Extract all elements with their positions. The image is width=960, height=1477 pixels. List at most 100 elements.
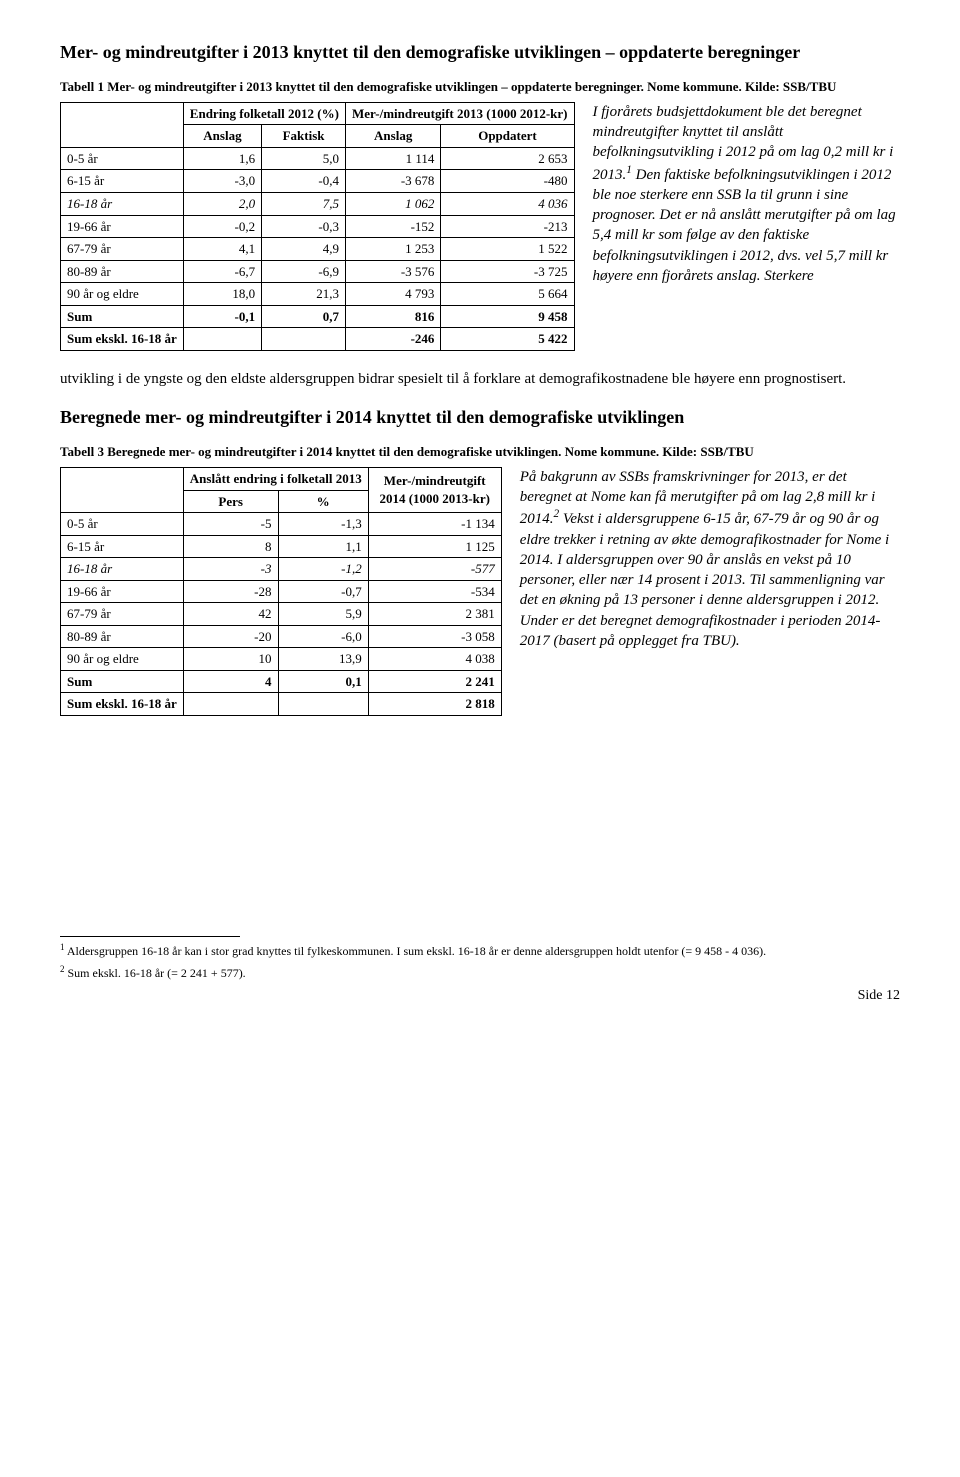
section1-trail: utvikling i de yngste og den eldste alde… — [60, 369, 900, 389]
row-label: 0-5 år — [61, 147, 184, 170]
table1-sub1: Anslag — [183, 125, 261, 148]
row-value: 42 — [183, 603, 278, 626]
row-value: 1 253 — [345, 238, 440, 261]
row-value: -3 678 — [345, 170, 440, 193]
table1-colgroup1: Endring folketall 2012 (%) — [183, 102, 345, 125]
row-label: 80-89 år — [61, 625, 184, 648]
row-value: 2 381 — [368, 603, 501, 626]
row-value: 9 458 — [441, 305, 574, 328]
row-value: -3 725 — [441, 260, 574, 283]
row-value: 4 793 — [345, 283, 440, 306]
row-value: -5 — [183, 513, 278, 536]
row-label: 16-18 år — [61, 558, 184, 581]
row-label: 6-15 år — [61, 170, 184, 193]
table-row: 90 år og eldre1013,94 038 — [61, 648, 502, 671]
row-label: 0-5 år — [61, 513, 184, 536]
row-value: 2 241 — [368, 670, 501, 693]
table2-colgroup1: Anslått endring i folketall 2013 — [183, 467, 368, 490]
row-value: 4,1 — [183, 238, 261, 261]
table1-sub2: Faktisk — [262, 125, 346, 148]
table-row: 80-89 år-20-6,0-3 058 — [61, 625, 502, 648]
table-row: Sum40,12 241 — [61, 670, 502, 693]
table-row: 80-89 år-6,7-6,9-3 576-3 725 — [61, 260, 575, 283]
row-label: 19-66 år — [61, 215, 184, 238]
table-2: Anslått endring i folketall 2013 Mer-/mi… — [60, 467, 502, 716]
row-value: 5 664 — [441, 283, 574, 306]
row-value: -3 058 — [368, 625, 501, 648]
row-label: Sum — [61, 305, 184, 328]
row-value: 10 — [183, 648, 278, 671]
row-value: -3 — [183, 558, 278, 581]
table-row: 16-18 år2,07,51 0624 036 — [61, 193, 575, 216]
row-value: -152 — [345, 215, 440, 238]
row-value: -3 576 — [345, 260, 440, 283]
row-value: 2,0 — [183, 193, 261, 216]
row-label: 67-79 år — [61, 603, 184, 626]
table-row: 6-15 år-3,0-0,4-3 678-480 — [61, 170, 575, 193]
row-label: Sum ekskl. 16-18 år — [61, 328, 184, 351]
row-value: -6,0 — [278, 625, 368, 648]
section-heading-1: Mer- og mindreutgifter i 2013 knyttet ti… — [60, 40, 900, 64]
row-value: 816 — [345, 305, 440, 328]
row-label: Sum — [61, 670, 184, 693]
row-value: -0,3 — [262, 215, 346, 238]
row-value — [262, 328, 346, 351]
table2-corner — [61, 467, 184, 512]
footnote-1: 1 Aldersgruppen 16-18 år kan i stor grad… — [60, 941, 900, 959]
row-value: 2 818 — [368, 693, 501, 716]
table2-col3: Mer-/mindreutgift 2014 (1000 2013-kr) — [368, 467, 501, 512]
row-value — [183, 328, 261, 351]
row-value: 8 — [183, 535, 278, 558]
row-value: -20 — [183, 625, 278, 648]
row-value: 4 — [183, 670, 278, 693]
row-value: 4,9 — [262, 238, 346, 261]
row-value: -1 134 — [368, 513, 501, 536]
row-label: 16-18 år — [61, 193, 184, 216]
row-value: -6,7 — [183, 260, 261, 283]
table-row: 90 år og eldre18,021,34 7935 664 — [61, 283, 575, 306]
row-value — [183, 693, 278, 716]
row-label: 6-15 år — [61, 535, 184, 558]
row-value: 0,1 — [278, 670, 368, 693]
row-value: 21,3 — [262, 283, 346, 306]
row-value: 13,9 — [278, 648, 368, 671]
table-caption-1: Tabell 1 Mer- og mindreutgifter i 2013 k… — [60, 78, 900, 96]
row-value: 0,7 — [262, 305, 346, 328]
section2-twocol: Anslått endring i folketall 2013 Mer-/mi… — [60, 467, 900, 716]
row-value: 1 062 — [345, 193, 440, 216]
table-row: 0-5 år1,65,01 1142 653 — [61, 147, 575, 170]
row-value: -0,2 — [183, 215, 261, 238]
footnotes: 1 Aldersgruppen 16-18 år kan i stor grad… — [60, 936, 240, 981]
table2-wrap: Anslått endring i folketall 2013 Mer-/mi… — [60, 467, 502, 716]
row-value — [278, 693, 368, 716]
row-value: -0,1 — [183, 305, 261, 328]
row-value: -6,9 — [262, 260, 346, 283]
row-value: 1,6 — [183, 147, 261, 170]
row-value: 5,9 — [278, 603, 368, 626]
row-value: -1,2 — [278, 558, 368, 581]
section-heading-2: Beregnede mer- og mindreutgifter i 2014 … — [60, 405, 900, 429]
footnote-2: 2 Sum ekskl. 16-18 år (= 2 241 + 577). — [60, 963, 900, 981]
row-value: 1,1 — [278, 535, 368, 558]
table1-wrap: Endring folketall 2012 (%) Mer-/mindreut… — [60, 102, 575, 351]
row-value: -480 — [441, 170, 574, 193]
table-row: 67-79 år4,14,91 2531 522 — [61, 238, 575, 261]
row-label: 90 år og eldre — [61, 648, 184, 671]
table-row: 19-66 år-28-0,7-534 — [61, 580, 502, 603]
row-label: Sum ekskl. 16-18 år — [61, 693, 184, 716]
row-value: -1,3 — [278, 513, 368, 536]
row-label: 19-66 år — [61, 580, 184, 603]
table-row: Sum ekskl. 16-18 år-2465 422 — [61, 328, 575, 351]
row-label: 67-79 år — [61, 238, 184, 261]
table-row: Sum-0,10,78169 458 — [61, 305, 575, 328]
table2-sub1: Pers — [183, 490, 278, 513]
table-row: 16-18 år-3-1,2-577 — [61, 558, 502, 581]
row-value: -0,4 — [262, 170, 346, 193]
row-value: 1 125 — [368, 535, 501, 558]
row-value: 1 114 — [345, 147, 440, 170]
table-caption-2: Tabell 3 Beregnede mer- og mindreutgifte… — [60, 443, 900, 461]
section1-twocol: Endring folketall 2012 (%) Mer-/mindreut… — [60, 102, 900, 351]
row-value: 2 653 — [441, 147, 574, 170]
row-value: 18,0 — [183, 283, 261, 306]
row-value: -213 — [441, 215, 574, 238]
